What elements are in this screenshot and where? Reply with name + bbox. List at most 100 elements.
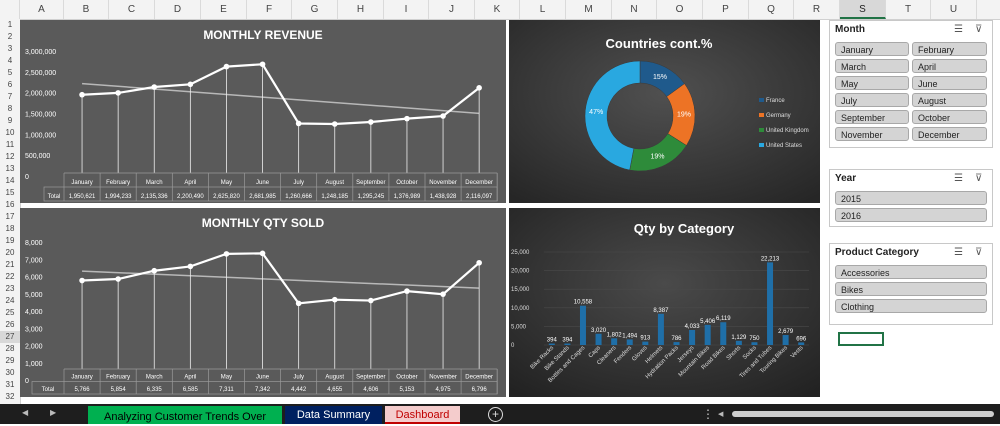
bar[interactable] xyxy=(689,329,696,345)
column-header-e[interactable]: E xyxy=(201,0,247,19)
data-point[interactable] xyxy=(368,297,374,304)
bar[interactable] xyxy=(548,343,555,345)
row-header-24[interactable]: 24 xyxy=(5,296,15,305)
column-header-q[interactable]: Q xyxy=(749,0,794,19)
row-header-18[interactable]: 18 xyxy=(5,224,15,233)
data-point[interactable] xyxy=(151,84,158,90)
row-header-25[interactable]: 25 xyxy=(5,308,15,317)
row-header-10[interactable]: 10 xyxy=(5,128,15,137)
data-point[interactable] xyxy=(187,81,194,88)
row-header-13[interactable]: 13 xyxy=(5,164,15,173)
row-header-3[interactable]: 3 xyxy=(7,44,13,53)
row-header-11[interactable]: 11 xyxy=(5,140,15,149)
data-point[interactable] xyxy=(223,63,230,70)
row-header-32[interactable]: 32 xyxy=(5,392,15,401)
bar[interactable] xyxy=(720,322,727,345)
data-point[interactable] xyxy=(440,291,446,297)
row-header-26[interactable]: 26 xyxy=(5,320,15,329)
slicer-item-june[interactable]: June xyxy=(912,76,987,90)
row-header-17[interactable]: 17 xyxy=(5,212,15,221)
row-header-5[interactable]: 5 xyxy=(7,68,13,77)
bar[interactable] xyxy=(798,342,805,345)
row-header-2[interactable]: 2 xyxy=(7,32,13,41)
row-header-30[interactable]: 30 xyxy=(5,368,15,377)
select-all-corner[interactable] xyxy=(0,0,20,19)
data-point[interactable] xyxy=(331,296,338,303)
horizontal-scrollbar[interactable] xyxy=(732,411,994,417)
data-point[interactable] xyxy=(223,251,230,257)
row-header-7[interactable]: 7 xyxy=(7,92,13,101)
data-point[interactable] xyxy=(259,250,266,257)
row-header-4[interactable]: 4 xyxy=(7,56,13,65)
row-header-21[interactable]: 21 xyxy=(5,260,15,269)
product-category-slicer[interactable]: Product Category ☰ ⊽ Accessories Bikes C… xyxy=(829,243,993,325)
tab-scroll-right-icon[interactable]: ▶ xyxy=(50,408,57,417)
row-header-28[interactable]: 28 xyxy=(5,344,15,353)
add-sheet-icon[interactable]: + xyxy=(488,407,503,422)
bar[interactable] xyxy=(751,342,758,345)
data-point[interactable] xyxy=(115,90,121,96)
tab-dashboard[interactable]: Dashboard xyxy=(385,406,460,424)
bar[interactable] xyxy=(595,333,602,345)
data-point[interactable] xyxy=(404,115,410,122)
column-header-g[interactable]: G xyxy=(292,0,338,19)
multiselect-icon[interactable]: ☰ xyxy=(954,173,963,184)
slicer-item-january[interactable]: January xyxy=(835,42,909,56)
bar[interactable] xyxy=(564,343,571,345)
column-header-n[interactable]: N xyxy=(612,0,657,19)
data-point[interactable] xyxy=(79,277,85,284)
column-header-j[interactable]: J xyxy=(429,0,475,19)
data-point[interactable] xyxy=(404,288,410,294)
column-header-k[interactable]: K xyxy=(475,0,520,19)
row-header-6[interactable]: 6 xyxy=(7,80,13,89)
column-header-a[interactable]: A xyxy=(20,0,64,19)
slicer-item-march[interactable]: March xyxy=(835,59,909,73)
row-header-31[interactable]: 31 xyxy=(5,380,15,389)
year-slicer[interactable]: Year ☰ ⊽ 2015 2016 xyxy=(829,169,993,227)
active-cell[interactable] xyxy=(838,332,884,346)
tab-data-summary[interactable]: Data Summary xyxy=(285,406,382,424)
column-header-p[interactable]: P xyxy=(703,0,749,19)
slicer-item-may[interactable]: May xyxy=(835,76,909,90)
data-point[interactable] xyxy=(368,119,374,125)
scroll-left-icon[interactable]: ◀ xyxy=(718,411,724,418)
row-header-15[interactable]: 15 xyxy=(5,188,15,197)
column-header-i[interactable]: I xyxy=(384,0,429,19)
slicer-item-august[interactable]: August xyxy=(912,93,987,107)
bar[interactable] xyxy=(735,340,742,345)
column-header-r[interactable]: R xyxy=(794,0,840,19)
slicer-item-september[interactable]: September xyxy=(835,110,909,124)
tab-analyzing-customer-trends[interactable]: Analyzing Customer Trends Over xyxy=(88,406,282,424)
slicer-item-2015[interactable]: 2015 xyxy=(835,191,987,205)
slicer-item-november[interactable]: November xyxy=(835,127,909,141)
countries-chart[interactable]: Countries cont.% 15% 19% 19% 47% France Germa… xyxy=(509,20,820,203)
data-point[interactable] xyxy=(295,120,302,127)
slicer-item-october[interactable]: October xyxy=(912,110,987,124)
more-options-icon[interactable]: ⋮ xyxy=(702,407,714,421)
row-header-27[interactable]: 27 xyxy=(0,331,20,343)
bar[interactable] xyxy=(611,338,618,345)
bar[interactable] xyxy=(579,305,586,345)
column-header-o[interactable]: O xyxy=(657,0,703,19)
data-point[interactable] xyxy=(295,300,302,307)
column-header-c[interactable]: C xyxy=(109,0,155,19)
slicer-item-july[interactable]: July xyxy=(835,93,909,107)
bar[interactable] xyxy=(626,339,633,345)
bar[interactable] xyxy=(782,335,789,345)
data-point[interactable] xyxy=(440,113,446,119)
row-header-12[interactable]: 12 xyxy=(5,152,15,161)
bar[interactable] xyxy=(704,324,711,345)
slicer-item-accessories[interactable]: Accessories xyxy=(835,265,987,279)
bar[interactable] xyxy=(673,342,680,345)
slicer-item-february[interactable]: February xyxy=(912,42,987,56)
row-header-9[interactable]: 9 xyxy=(7,116,13,125)
clear-filter-icon[interactable]: ⊽ xyxy=(975,24,983,35)
month-slicer[interactable]: Month ☰ ⊽ January February March April M… xyxy=(829,20,993,148)
monthly-qty-sold-chart[interactable]: MONTHLY QTY SOLD 8,000 7,000 6,000 5,000 4,0… xyxy=(20,208,506,397)
data-point[interactable] xyxy=(115,276,121,282)
row-header-22[interactable]: 22 xyxy=(5,272,15,281)
column-header-u[interactable]: U xyxy=(931,0,977,19)
column-header-m[interactable]: M xyxy=(566,0,612,19)
column-header-t[interactable]: T xyxy=(886,0,931,19)
qty-by-category-chart[interactable]: Qty by Category 25,000 20,000 15,000 10,000… xyxy=(509,208,820,397)
